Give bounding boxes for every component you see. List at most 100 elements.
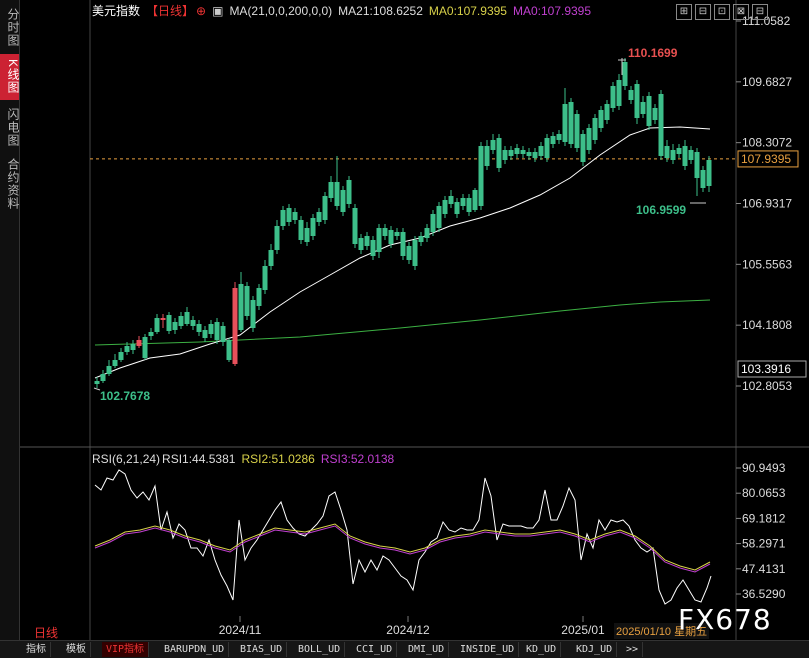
candle-body bbox=[436, 206, 442, 228]
candle-body bbox=[94, 381, 100, 384]
high-annotation: 110.1699 bbox=[628, 46, 678, 60]
candle-body bbox=[496, 138, 502, 168]
date-label: 2025/01 bbox=[561, 623, 605, 637]
price-axis-label: 108.3072 bbox=[742, 136, 792, 150]
tab-flash[interactable]: 闪电图 bbox=[6, 107, 20, 147]
candle-body bbox=[472, 190, 478, 210]
candle-body bbox=[586, 128, 592, 150]
tab-timeshare[interactable]: 分时图 bbox=[6, 7, 20, 47]
collapse-icon[interactable]: ⊟ bbox=[695, 4, 711, 20]
start-low-annotation: 102.7678 bbox=[100, 389, 150, 403]
rsi-axis-label: 36.5290 bbox=[742, 587, 786, 601]
candle-body bbox=[622, 62, 628, 86]
candle-body bbox=[214, 322, 220, 340]
candle-body bbox=[490, 140, 496, 150]
candle-body bbox=[412, 240, 418, 266]
candle-body bbox=[166, 315, 172, 331]
tab-more[interactable]: >> bbox=[622, 642, 644, 657]
indicator-tab-bar: 指标 模板 VIP指标 BARUPDN_UD BIAS_UD BOLL_UD C… bbox=[0, 640, 809, 658]
tab-vip-indicator[interactable]: VIP指标 bbox=[102, 642, 150, 657]
candle-body bbox=[178, 316, 184, 326]
candle-body bbox=[484, 146, 490, 166]
candle-body bbox=[142, 337, 148, 358]
tab-inside[interactable]: INSIDE_UD bbox=[456, 642, 520, 657]
candle-body bbox=[688, 150, 694, 160]
ma-settings-icon[interactable]: ▣ bbox=[212, 4, 224, 18]
tab-contract-info[interactable]: 合约资料 bbox=[6, 158, 20, 210]
candle-body bbox=[334, 182, 340, 206]
candle-body bbox=[358, 238, 364, 250]
crosshair-date: 2025/01/10 星期五 bbox=[614, 623, 710, 639]
candle-body bbox=[526, 152, 532, 156]
candle-body bbox=[232, 288, 238, 364]
rsi-axis-label: 47.4131 bbox=[742, 562, 786, 576]
candle-body bbox=[304, 228, 310, 242]
grid-icon[interactable]: ⊠ bbox=[733, 4, 749, 20]
candle-body bbox=[172, 322, 178, 330]
candle-body bbox=[424, 228, 430, 238]
candle-body bbox=[352, 208, 358, 244]
rsi-params: RSI(6,21,24) bbox=[92, 452, 161, 466]
current-price-box bbox=[737, 150, 799, 168]
ma21-value: MA21:108.6252 bbox=[338, 4, 423, 18]
candle-body bbox=[478, 146, 484, 206]
instrument-name: 美元指数 bbox=[92, 4, 141, 18]
candle-body bbox=[598, 110, 604, 128]
rsi1-value: RSI1:44.5381 bbox=[162, 452, 236, 466]
tab-kd[interactable]: KD_UD bbox=[522, 642, 562, 657]
candle-body bbox=[118, 352, 124, 360]
candle-body bbox=[328, 182, 334, 198]
price-axis-label: 102.8053 bbox=[742, 379, 792, 393]
refresh-icon[interactable]: ⊕ bbox=[196, 4, 207, 18]
period-label[interactable]: 日线 bbox=[34, 626, 59, 640]
tab-kline[interactable]: K线图 bbox=[0, 54, 20, 100]
tab-kdj[interactable]: KDJ_UD bbox=[572, 642, 618, 657]
layout-icon[interactable]: ⊞ bbox=[676, 4, 692, 20]
candle-body bbox=[544, 138, 550, 158]
candle-body bbox=[250, 300, 256, 328]
tab-barupdn[interactable]: BARUPDN_UD bbox=[160, 642, 230, 657]
candle-body bbox=[130, 344, 136, 350]
candle-body bbox=[106, 366, 112, 374]
candle-body bbox=[676, 148, 682, 154]
candle-body bbox=[184, 312, 190, 324]
candle-body bbox=[634, 84, 640, 118]
candle-body bbox=[208, 324, 214, 334]
candle-body bbox=[538, 146, 544, 156]
candle-body bbox=[202, 330, 208, 338]
candle-body bbox=[268, 250, 274, 266]
start-low-line bbox=[93, 387, 101, 391]
candle-body bbox=[244, 286, 250, 316]
rsi3-value: RSI3:52.0138 bbox=[320, 452, 395, 466]
rsi-axis-label: 90.9493 bbox=[742, 461, 786, 475]
candle-body bbox=[262, 266, 268, 290]
candle-body bbox=[238, 284, 244, 330]
rsi-axis-label: 58.2971 bbox=[742, 537, 786, 551]
tab-cci[interactable]: CCI_UD bbox=[352, 642, 398, 657]
date-label: 2024/12 bbox=[386, 623, 430, 637]
candle-body bbox=[652, 108, 658, 120]
left-tab-bar: 分时图 K线图 闪电图 合约资料 bbox=[0, 0, 20, 640]
candle-body bbox=[220, 326, 226, 342]
chart-canvas: 111.0582 109.6827 108.3072 106.9317 105.5563… bbox=[19, 0, 809, 640]
candle-body bbox=[610, 86, 616, 108]
candle-body bbox=[298, 220, 304, 240]
rsi-axis-label: 69.1812 bbox=[742, 511, 786, 525]
recent-low-annotation: 106.9599 bbox=[636, 203, 686, 217]
tab-bias[interactable]: BIAS_UD bbox=[236, 642, 288, 657]
tab-boll[interactable]: BOLL_UD bbox=[294, 642, 346, 657]
minimize-icon[interactable]: ⊟ bbox=[752, 4, 768, 20]
price-axis-label: 106.9317 bbox=[742, 197, 792, 211]
candle-body bbox=[658, 94, 664, 156]
tab-dmi[interactable]: DMI_UD bbox=[404, 642, 450, 657]
candle-body bbox=[466, 198, 472, 212]
candle-body bbox=[640, 102, 646, 114]
split-icon[interactable]: ⊡ bbox=[714, 4, 730, 20]
candle-body bbox=[280, 210, 286, 226]
period-tag: 【日线】 bbox=[146, 4, 195, 18]
tab-template[interactable]: 模板 bbox=[62, 642, 91, 657]
tab-indicator[interactable]: 指标 bbox=[22, 642, 51, 657]
candle-body bbox=[100, 374, 106, 381]
price-axis-label: 111.0582 bbox=[742, 14, 791, 28]
candle-body bbox=[592, 118, 598, 140]
